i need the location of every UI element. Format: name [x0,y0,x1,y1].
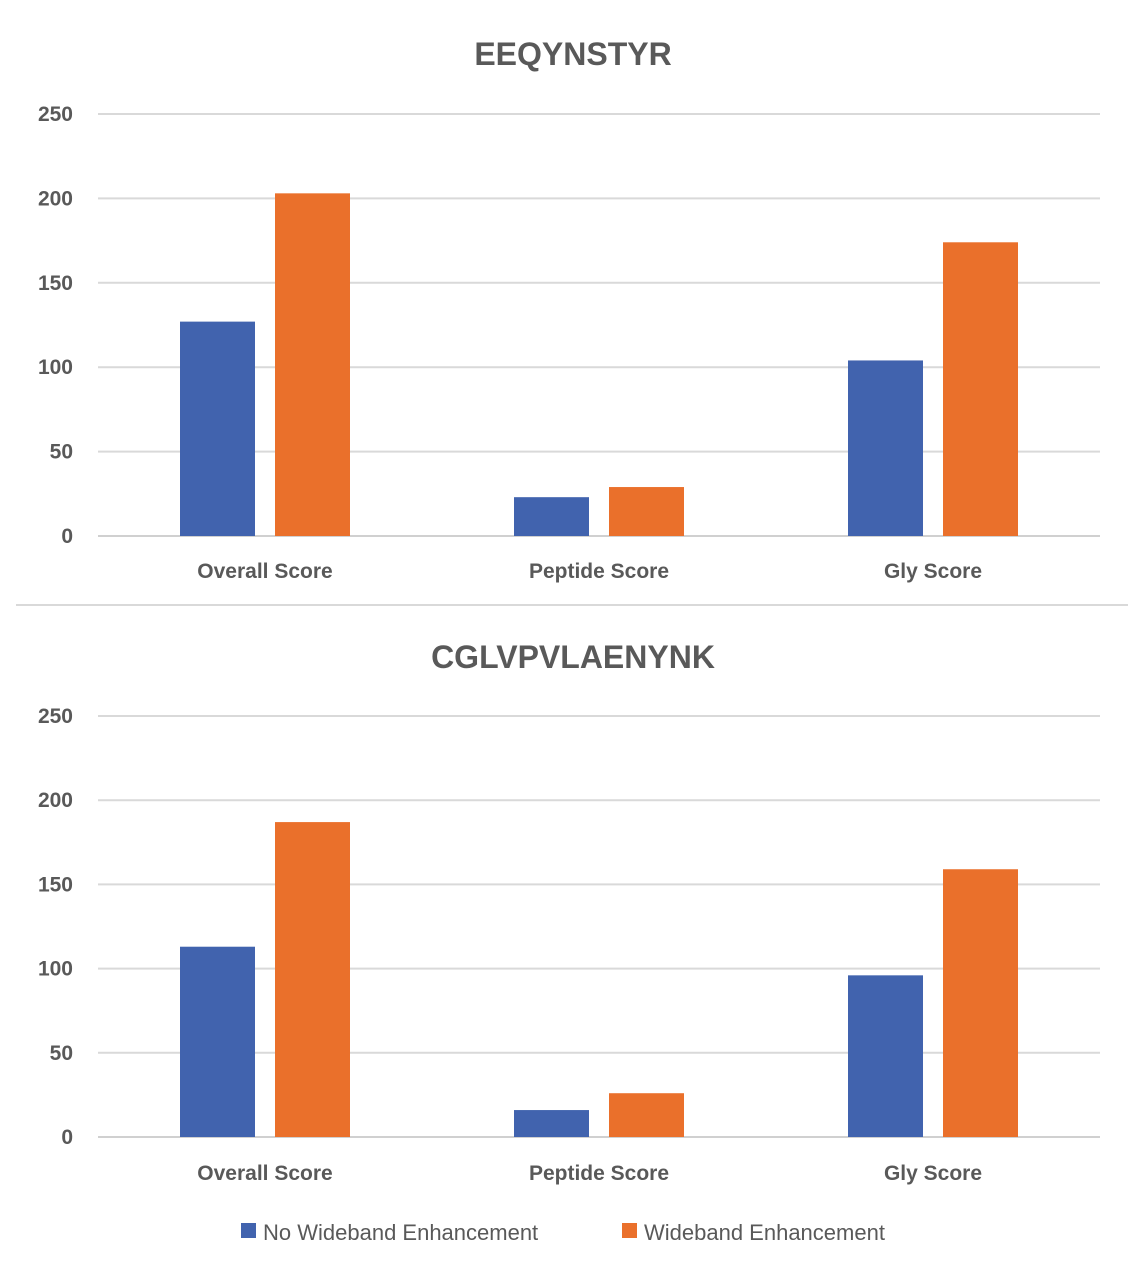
bar-no-wideband [514,497,589,536]
chart-panel-0: EEQYNSTYR 0 50 100 150 200 250 Overall Score Pep… [38,36,1100,583]
y-tick-label: 250 [38,103,73,126]
bar-wideband [943,242,1018,536]
y-tick-label: 150 [38,272,73,295]
x-category-label: Overall Score [197,560,332,583]
y-tick-label: 150 [38,873,73,896]
x-category-label: Peptide Score [529,1162,669,1185]
bar-no-wideband [180,946,255,1137]
legend-label-no-wideband: No Wideband Enhancement [263,1220,538,1245]
bar-no-wideband [180,321,255,536]
bar-no-wideband [514,1110,589,1137]
bar-wideband [609,487,684,536]
y-tick-label: 0 [61,1126,73,1149]
y-tick-label: 100 [38,958,73,981]
chart-title: CGLVPVLAENYNK [431,639,715,675]
x-category-label: Peptide Score [529,560,669,583]
bar-wideband [943,869,1018,1137]
bar-wideband [609,1093,684,1137]
x-category-label: Gly Score [884,1162,982,1185]
bar-wideband [275,822,350,1137]
x-category-label: Gly Score [884,560,982,583]
legend: No Wideband Enhancement Wideband Enhance… [241,1220,885,1245]
y-tick-label: 50 [50,1042,73,1065]
y-tick-label: 50 [50,441,73,464]
bar-wideband [275,193,350,536]
legend-swatch-no-wideband [241,1223,256,1238]
chart-title: EEQYNSTYR [474,36,671,72]
legend-label-wideband: Wideband Enhancement [644,1220,885,1245]
y-tick-label: 0 [61,525,73,548]
y-tick-label: 200 [38,187,73,210]
legend-swatch-wideband [622,1223,637,1238]
chart-panel-1: CGLVPVLAENYNK 0 50 100 150 200 250 Overall Scor… [38,639,1100,1185]
y-tick-label: 200 [38,789,73,812]
bar-no-wideband [848,975,923,1137]
y-tick-label: 100 [38,356,73,379]
x-category-label: Overall Score [197,1162,332,1185]
y-tick-label: 250 [38,705,73,728]
bar-no-wideband [848,360,923,536]
